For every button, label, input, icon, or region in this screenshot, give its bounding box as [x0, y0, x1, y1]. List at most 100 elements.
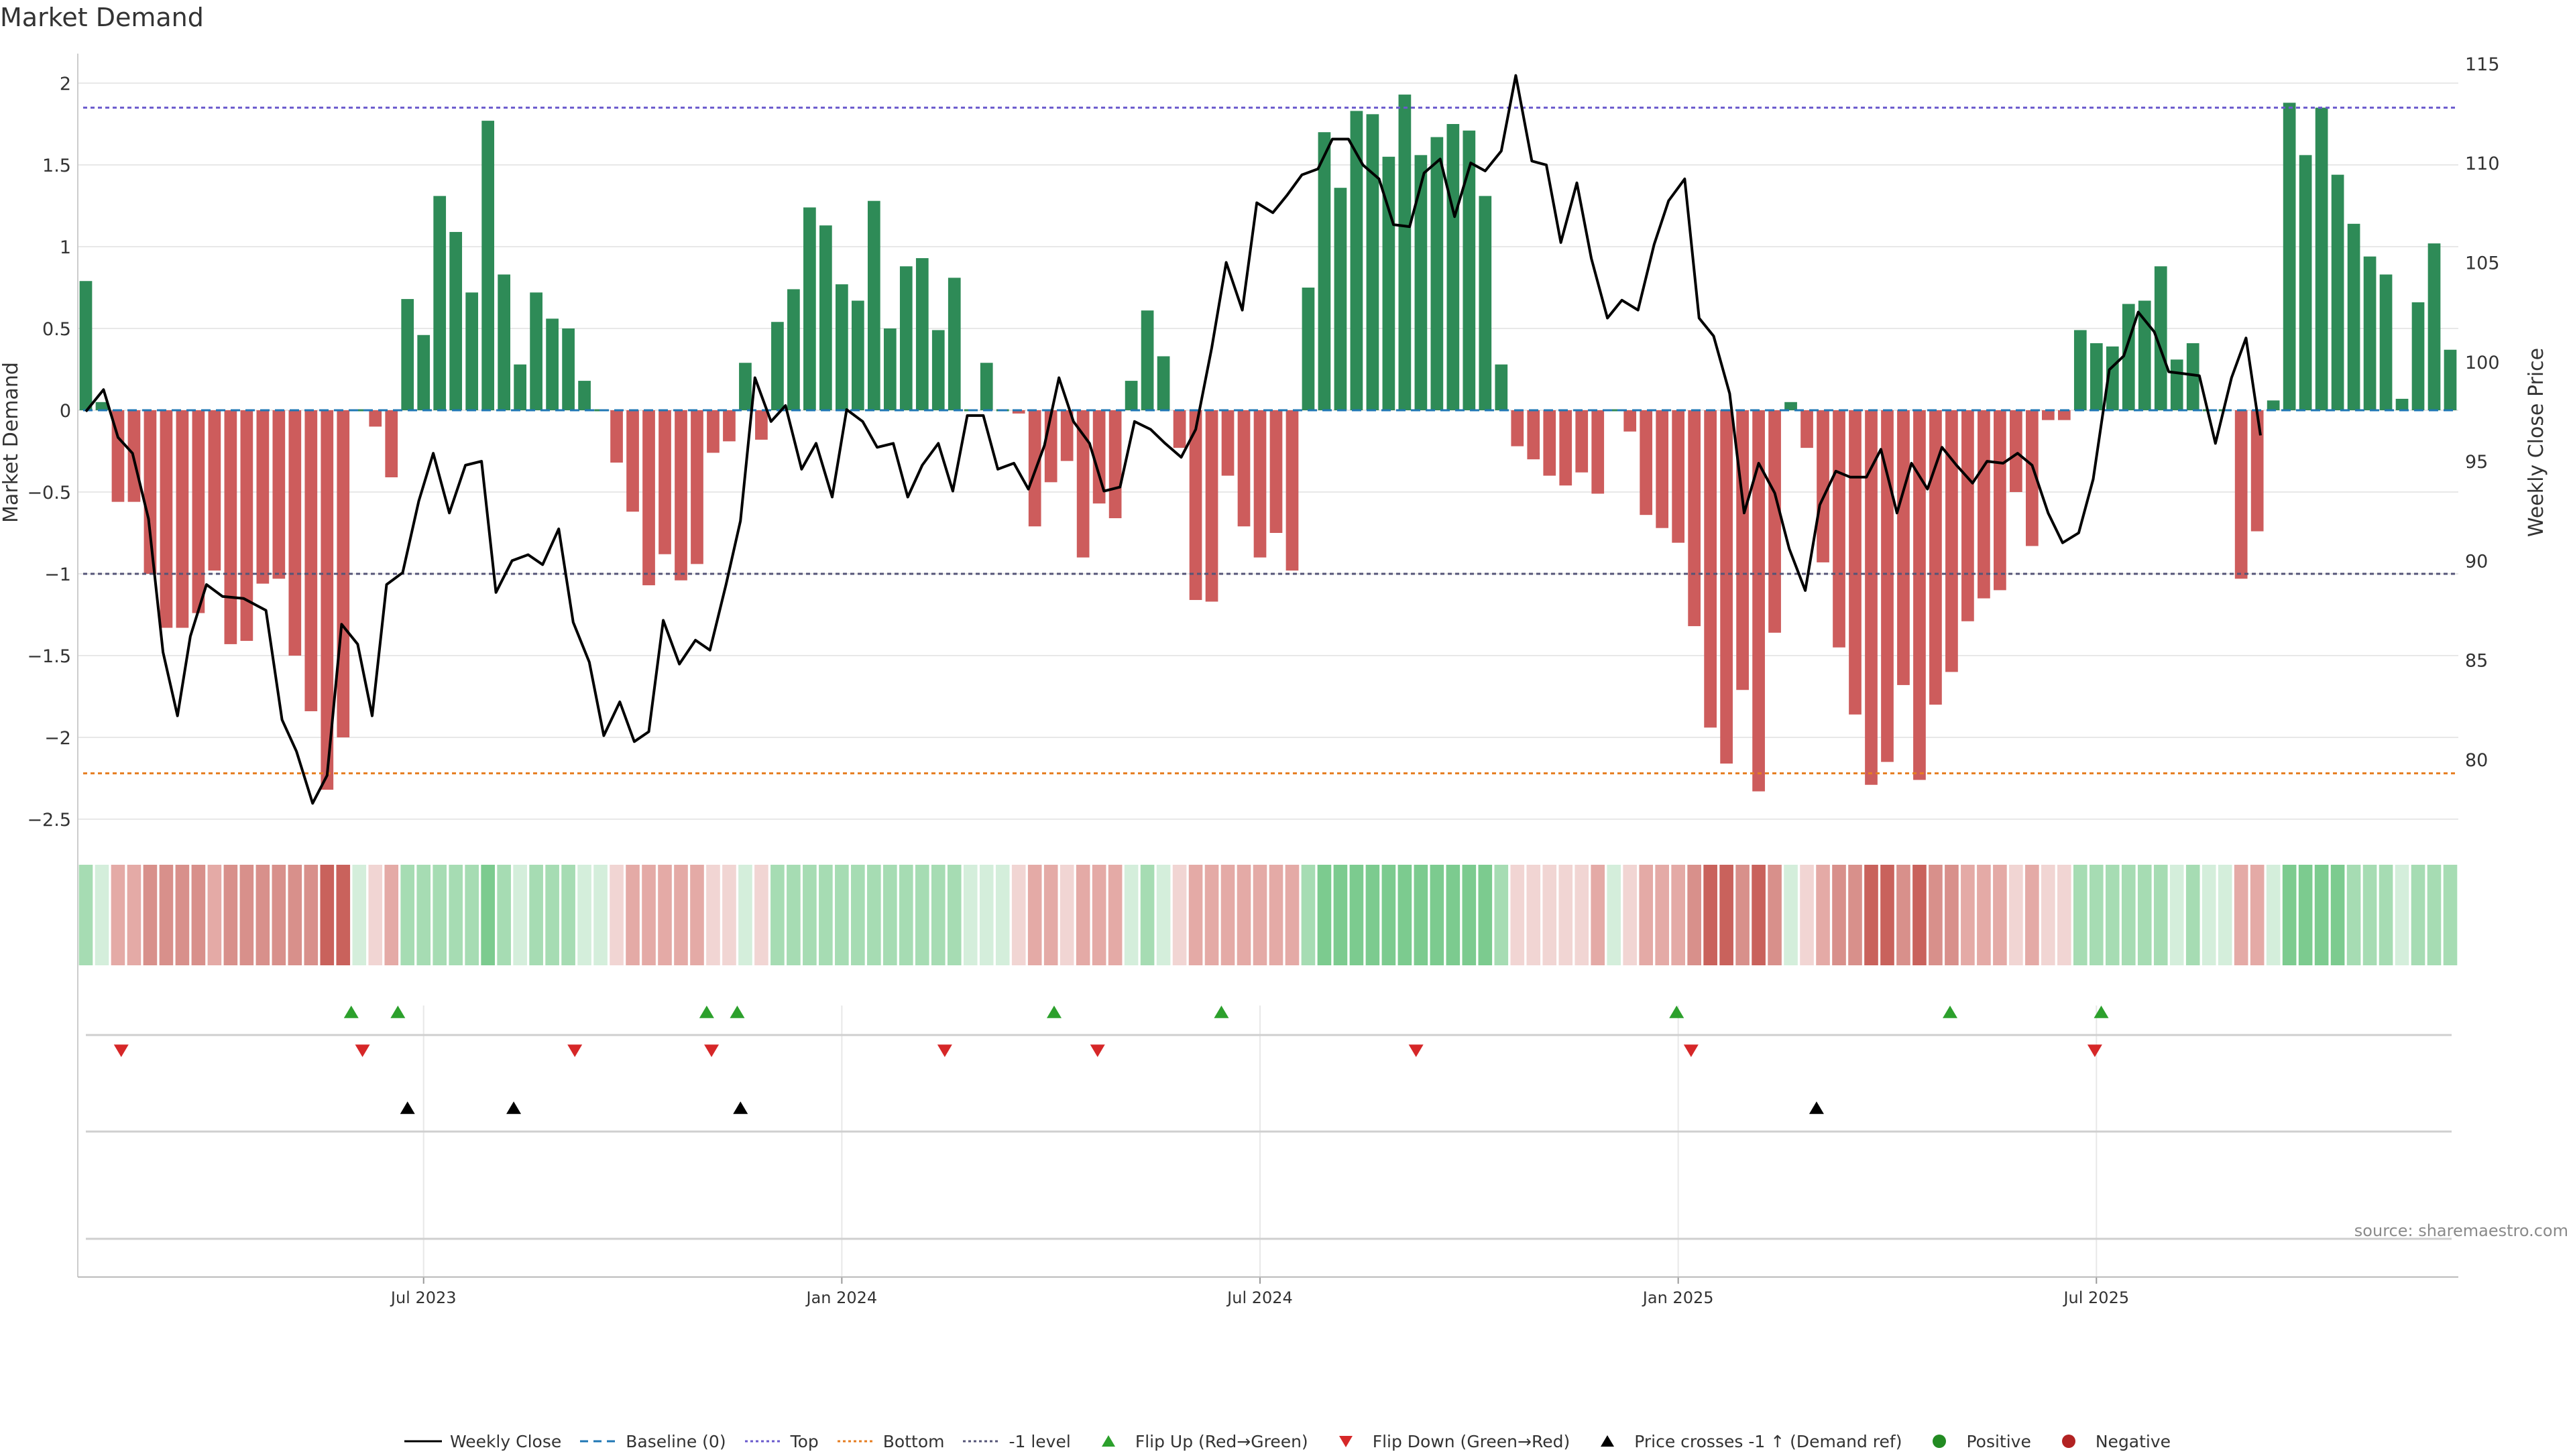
heat-cell — [272, 865, 286, 965]
heat-cell — [1735, 865, 1750, 965]
demand-bar — [1704, 410, 1717, 728]
legend-label: Flip Down (Green→Red) — [1372, 1431, 1570, 1451]
heat-cell — [1880, 865, 1894, 965]
flip-down-marker — [1090, 1044, 1105, 1057]
demand-bar — [1398, 95, 1412, 410]
legend-item: Top — [744, 1432, 819, 1451]
triangle-up-icon — [1101, 1435, 1115, 1447]
heat-cell — [497, 865, 511, 965]
demand-bar — [2363, 256, 2377, 410]
heat-cell — [2427, 865, 2442, 965]
source-note: source: sharemaestro.com — [2354, 1221, 2568, 1240]
heat-cell — [416, 865, 431, 965]
heat-cell — [2266, 865, 2281, 965]
demand-bar — [1157, 356, 1170, 410]
heat-cell — [883, 865, 897, 965]
flip-down-marker — [1683, 1044, 1699, 1057]
heat-cell — [465, 865, 479, 965]
demand-bar — [1817, 410, 1829, 562]
demand-bar — [1076, 410, 1090, 558]
legend-line-icon — [404, 1440, 442, 1443]
heat-cell — [1800, 865, 1814, 965]
demand-bar — [1446, 124, 1460, 410]
demand-bar — [2170, 359, 2183, 410]
cross-up-marker — [506, 1101, 522, 1114]
heat-cell — [2121, 865, 2136, 965]
demand-bar — [1108, 410, 1122, 519]
heat-cell — [2411, 865, 2425, 965]
heat-cell — [593, 865, 608, 965]
demand-bar — [915, 258, 929, 410]
demand-bar — [2010, 410, 2022, 492]
y-tick-label: −2 — [44, 728, 71, 749]
demand-bar — [803, 207, 816, 410]
demand-bar — [176, 410, 189, 628]
heat-cell — [159, 865, 174, 965]
flip-down-marker — [1408, 1044, 1424, 1057]
demand-bar — [2283, 103, 2296, 410]
heat-cell — [1156, 865, 1171, 965]
heat-cell — [1333, 865, 1348, 965]
heat-cell — [1575, 865, 1589, 965]
cross-up-marker — [733, 1101, 748, 1114]
y-tick-label: −2.5 — [27, 810, 71, 831]
heat-cell — [722, 865, 736, 965]
demand-bar — [1559, 410, 1572, 486]
heat-cell — [1269, 865, 1283, 965]
heat-cell — [143, 865, 158, 965]
heat-cell — [1317, 865, 1332, 965]
legend-label: Price crosses -1 ↑ (Demand ref) — [1634, 1431, 1902, 1451]
heat-cell — [2137, 865, 2152, 965]
heat-cell — [1623, 865, 1638, 965]
demand-bar — [1543, 410, 1556, 476]
heat-cell — [2346, 865, 2361, 965]
demand-bar — [2250, 410, 2264, 532]
y2-tick-label: 100 — [2465, 353, 2500, 373]
heat-cell — [787, 865, 801, 965]
demand-bar — [1575, 410, 1589, 473]
demand-bar — [1623, 410, 1637, 432]
demand-bar — [739, 363, 752, 410]
demand-bar — [1833, 410, 1845, 648]
heat-cell — [95, 865, 109, 965]
cross-up-marker — [400, 1101, 415, 1114]
legend-item: Weekly Close — [404, 1432, 561, 1451]
demand-bar — [1640, 410, 1653, 515]
heat-cell — [674, 865, 688, 965]
flip-down-marker — [567, 1044, 583, 1057]
flip-up-marker — [1046, 1006, 1062, 1018]
y2-tick-label: 90 — [2465, 551, 2488, 572]
heat-cell — [111, 865, 125, 965]
y-tick-label: 0.5 — [42, 319, 71, 340]
demand-bar — [546, 318, 559, 410]
demand-bar — [1253, 410, 1267, 558]
heat-cell — [1172, 865, 1187, 965]
heat-cell — [915, 865, 929, 965]
legend-label: -1 level — [1009, 1431, 1071, 1451]
demand-bar — [562, 328, 575, 410]
triangle-down-icon — [1338, 1436, 1353, 1447]
heat-cell — [1912, 865, 1927, 965]
price-line — [84, 74, 2262, 805]
heat-cell — [1414, 865, 1428, 965]
heat-cell — [1462, 865, 1477, 965]
heat-cell — [995, 865, 1010, 965]
heat-cell — [1060, 865, 1074, 965]
demand-bar — [79, 281, 93, 410]
legend-item: Positive — [1921, 1432, 2031, 1451]
demand-bar — [723, 410, 736, 442]
heat-cell — [1140, 865, 1155, 965]
y2-axis-label: Weekly Close Price — [2525, 348, 2548, 537]
heat-cell — [1237, 865, 1251, 965]
heat-cell — [2025, 865, 2039, 965]
heat-cell — [2250, 865, 2265, 965]
demand-bar — [530, 292, 542, 410]
flip-up-marker — [343, 1006, 359, 1018]
demand-bar — [1060, 410, 1074, 461]
heat-cell — [304, 865, 319, 965]
heat-cell — [2073, 865, 2087, 965]
heat-cell — [1591, 865, 1605, 965]
heat-cell — [642, 865, 656, 965]
demand-bar — [1350, 111, 1363, 411]
chart-area: 2 1.5 1 0.5 0 −0.5 −1 −1.5 −2 −2.5 115 110 105 100 95 9… — [0, 54, 2548, 1307]
